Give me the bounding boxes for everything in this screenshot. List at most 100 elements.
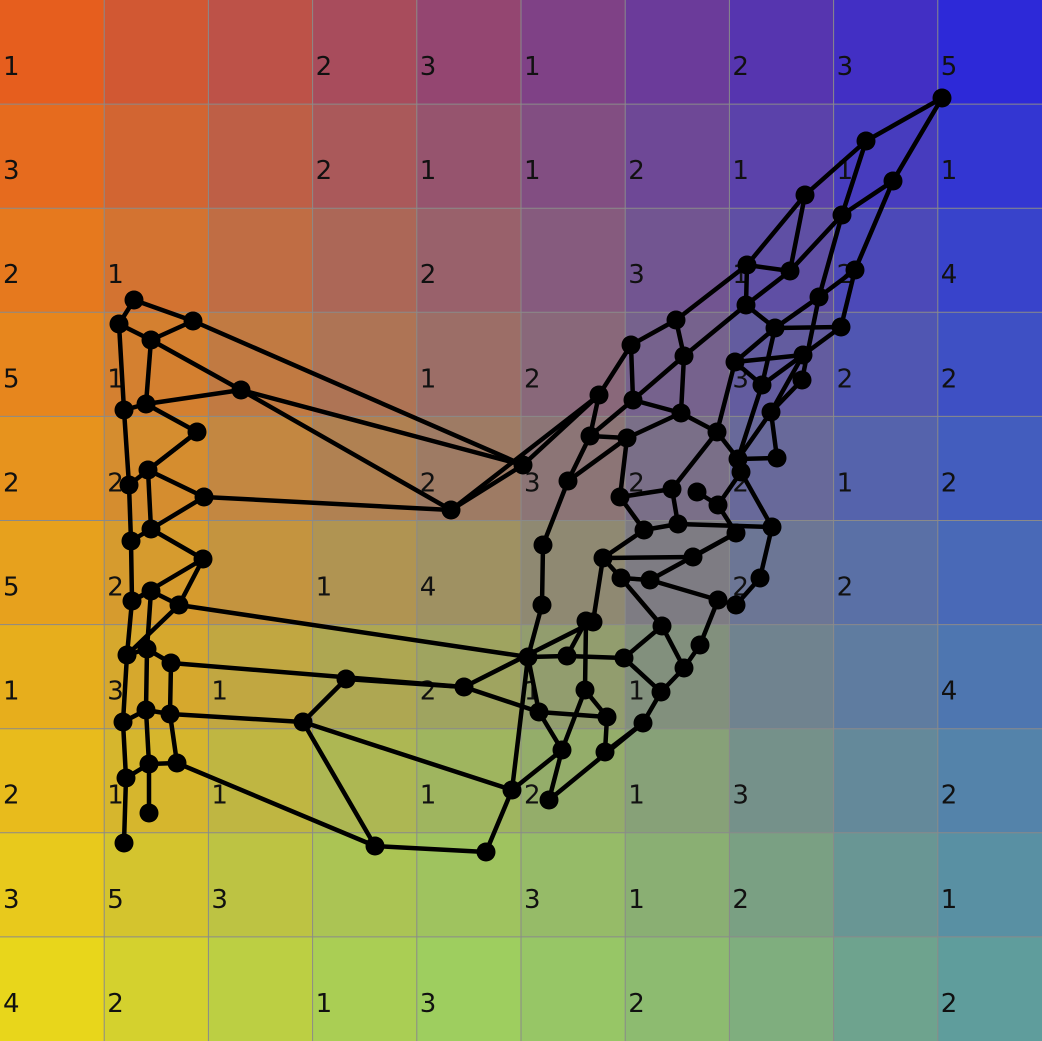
grid-cell[interactable] [937,416,1042,521]
graph-node[interactable] [114,833,134,853]
grid-cell[interactable] [312,312,418,417]
graph-node[interactable] [666,310,686,330]
grid-cell[interactable] [625,832,730,938]
grid-cell[interactable] [0,936,105,1041]
graph-node[interactable] [193,549,213,569]
grid-cell[interactable] [208,728,314,834]
graph-node[interactable] [617,428,637,448]
graph-node[interactable] [593,548,613,568]
graph-node[interactable] [121,531,141,551]
grid-cell[interactable] [521,832,626,938]
graph-node[interactable] [187,422,207,442]
graph-node[interactable] [141,581,161,601]
graph-node[interactable] [139,754,159,774]
grid-cell[interactable] [729,832,835,938]
grid-cell[interactable] [833,416,939,521]
grid-cell[interactable] [208,936,314,1041]
grid-cell[interactable] [208,0,314,105]
graph-node[interactable] [476,842,496,862]
graph-node[interactable] [576,611,596,631]
graph-node[interactable] [708,590,728,610]
graph-node[interactable] [792,370,812,390]
grid-cell[interactable] [937,104,1042,209]
graph-node[interactable] [139,803,159,823]
graph-node[interactable] [109,314,129,334]
grid-cell[interactable] [625,104,730,209]
graph-node[interactable] [454,677,474,697]
graph-node[interactable] [194,487,214,507]
grid-cell[interactable] [521,208,626,313]
graph-node[interactable] [518,647,538,667]
graph-node[interactable] [117,645,137,665]
graph-node[interactable] [761,402,781,422]
grid-cell[interactable] [729,0,835,105]
grid-cell[interactable] [833,936,939,1041]
graph-node[interactable] [610,487,630,507]
grid-cell[interactable] [416,104,522,209]
graph-node[interactable] [557,646,577,666]
graph-node[interactable] [662,479,682,499]
grid-cell[interactable] [937,312,1042,417]
grid-cell[interactable] [208,520,314,626]
graph-node[interactable] [441,500,461,520]
graph-node[interactable] [690,635,710,655]
grid-cell[interactable] [937,0,1042,105]
graph-node[interactable] [651,682,671,702]
grid-cell[interactable] [312,936,418,1041]
graph-node[interactable] [674,658,694,678]
graph-node[interactable] [633,713,653,733]
graph-node[interactable] [668,514,688,534]
graph-node[interactable] [558,471,578,491]
graph-node[interactable] [809,287,829,307]
graph-node[interactable] [532,595,552,615]
graph-node[interactable] [932,88,952,108]
graph-node[interactable] [161,653,181,673]
graph-node[interactable] [231,380,251,400]
graph-node[interactable] [597,707,617,727]
graph-node[interactable] [502,780,522,800]
grid-cell[interactable] [833,0,939,105]
graph-node[interactable] [575,680,595,700]
graph-node[interactable] [114,400,134,420]
grid-cell[interactable] [104,104,209,209]
graph-node[interactable] [160,704,180,724]
grid-cell[interactable] [937,728,1042,834]
grid-cell[interactable] [729,520,835,626]
grid-cell[interactable] [416,0,522,105]
grid-cell[interactable] [521,936,626,1041]
grid-cell[interactable] [416,520,522,626]
grid-cell[interactable] [0,104,105,209]
graph-node[interactable] [687,482,707,502]
grid-cell[interactable] [312,728,418,834]
graph-node[interactable] [671,403,691,423]
graph-node[interactable] [533,535,553,555]
grid-cell[interactable] [833,728,939,834]
graph-node[interactable] [707,422,727,442]
grid-cell[interactable] [625,208,730,313]
graph-node[interactable] [725,352,745,372]
graph-node[interactable] [169,595,189,615]
graph-node[interactable] [752,375,772,395]
grid-cell[interactable] [312,0,418,105]
graph-node[interactable] [611,568,631,588]
graph-node[interactable] [122,591,142,611]
grid-cell[interactable] [416,936,522,1041]
grid-cell[interactable] [521,0,626,105]
graph-node[interactable] [552,740,572,760]
graph-node[interactable] [539,790,559,810]
grid-cell[interactable] [833,312,939,417]
graph-node[interactable] [640,570,660,590]
graph-node[interactable] [856,131,876,151]
graph-node[interactable] [883,171,903,191]
grid-cell[interactable] [208,104,314,209]
graph-node[interactable] [726,595,746,615]
graph-node[interactable] [737,255,757,275]
grid-cell[interactable] [104,0,209,105]
graph-node[interactable] [136,700,156,720]
graph-node[interactable] [116,768,136,788]
grid-cell[interactable] [104,208,209,313]
graph-node[interactable] [736,295,756,315]
graph-node[interactable] [845,260,865,280]
grid-cell[interactable] [416,728,522,834]
grid-cell[interactable] [521,312,626,417]
